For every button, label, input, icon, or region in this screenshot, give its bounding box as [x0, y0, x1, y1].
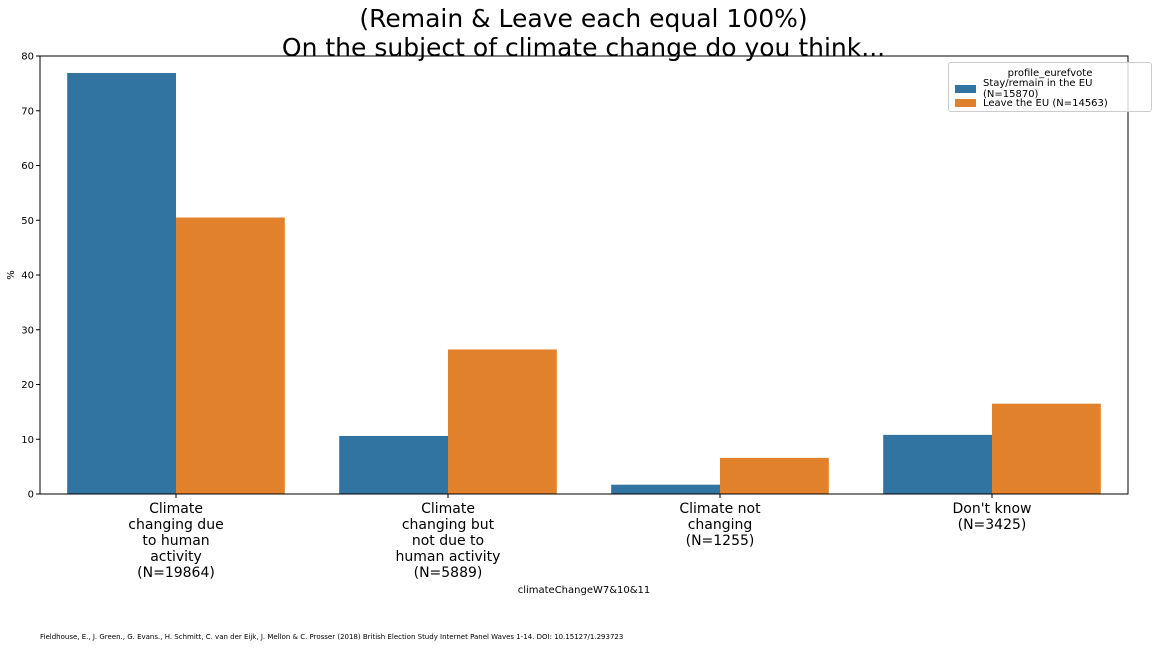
x-axis-label: climateChangeW7&10&11 [518, 585, 651, 596]
y-tick-label: 70 [21, 106, 34, 117]
x-tick-label-cat0: Climate changing due to human activity (N=19… [128, 501, 223, 581]
legend: profile_eurefvote Stay/remain in the EU … [948, 62, 1152, 112]
y-axis: 0 10 20 30 40 50 60 70 80 [21, 52, 40, 501]
legend-swatch-leave [955, 99, 976, 107]
bar-series1-cat3 [992, 403, 1101, 494]
bar-series0-cat3 [883, 434, 992, 494]
plot-frame [39, 55, 1129, 495]
bar-series0-cat1 [339, 435, 448, 494]
y-tick-label: 20 [21, 380, 34, 391]
y-tick-label: 40 [21, 271, 34, 282]
x-tick-label-cat1: Climate changing but not due to human activ… [396, 501, 501, 581]
y-tick-label: 80 [21, 52, 34, 63]
x-axis: Climate changing due to human activity (N=19… [128, 494, 1032, 581]
y-tick-label: 60 [21, 161, 34, 172]
y-axis-label: % [6, 270, 17, 280]
legend-entry-leave: Leave the EU (N=14563) [955, 97, 1108, 109]
bar-series0-cat0 [67, 72, 176, 494]
legend-swatch-remain [955, 85, 976, 93]
y-tick-label: 10 [21, 435, 34, 446]
bar-series1-cat1 [448, 349, 557, 494]
legend-label-leave: Leave the EU (N=14563) [983, 97, 1108, 109]
bar-series1-cat2 [720, 457, 829, 494]
x-tick-label-cat3: Don't know (N=3425) [952, 501, 1031, 533]
y-tick-label: 30 [21, 325, 34, 336]
chart-title-line-1: (Remain & Leave each equal 100%) [359, 4, 808, 33]
bars-group [67, 72, 1101, 494]
x-tick-label-cat2: Climate not changing (N=1255) [679, 501, 761, 549]
legend-title: profile_eurefvote [1007, 68, 1093, 79]
citation-text: Fieldhouse, E., J. Green., G. Evans., H.… [40, 633, 624, 641]
legend-entry-remain: Stay/remain in the EU (N=15870) [955, 78, 1151, 100]
bar-series0-cat2 [611, 484, 720, 494]
bar-series1-cat0 [176, 217, 285, 494]
y-tick-label: 50 [21, 216, 34, 227]
chart-title-line-2: On the subject of climate change do you … [281, 33, 886, 62]
y-tick-label: 0 [28, 490, 34, 501]
legend-label-remain: Stay/remain in the EU (N=15870) [982, 78, 1093, 100]
